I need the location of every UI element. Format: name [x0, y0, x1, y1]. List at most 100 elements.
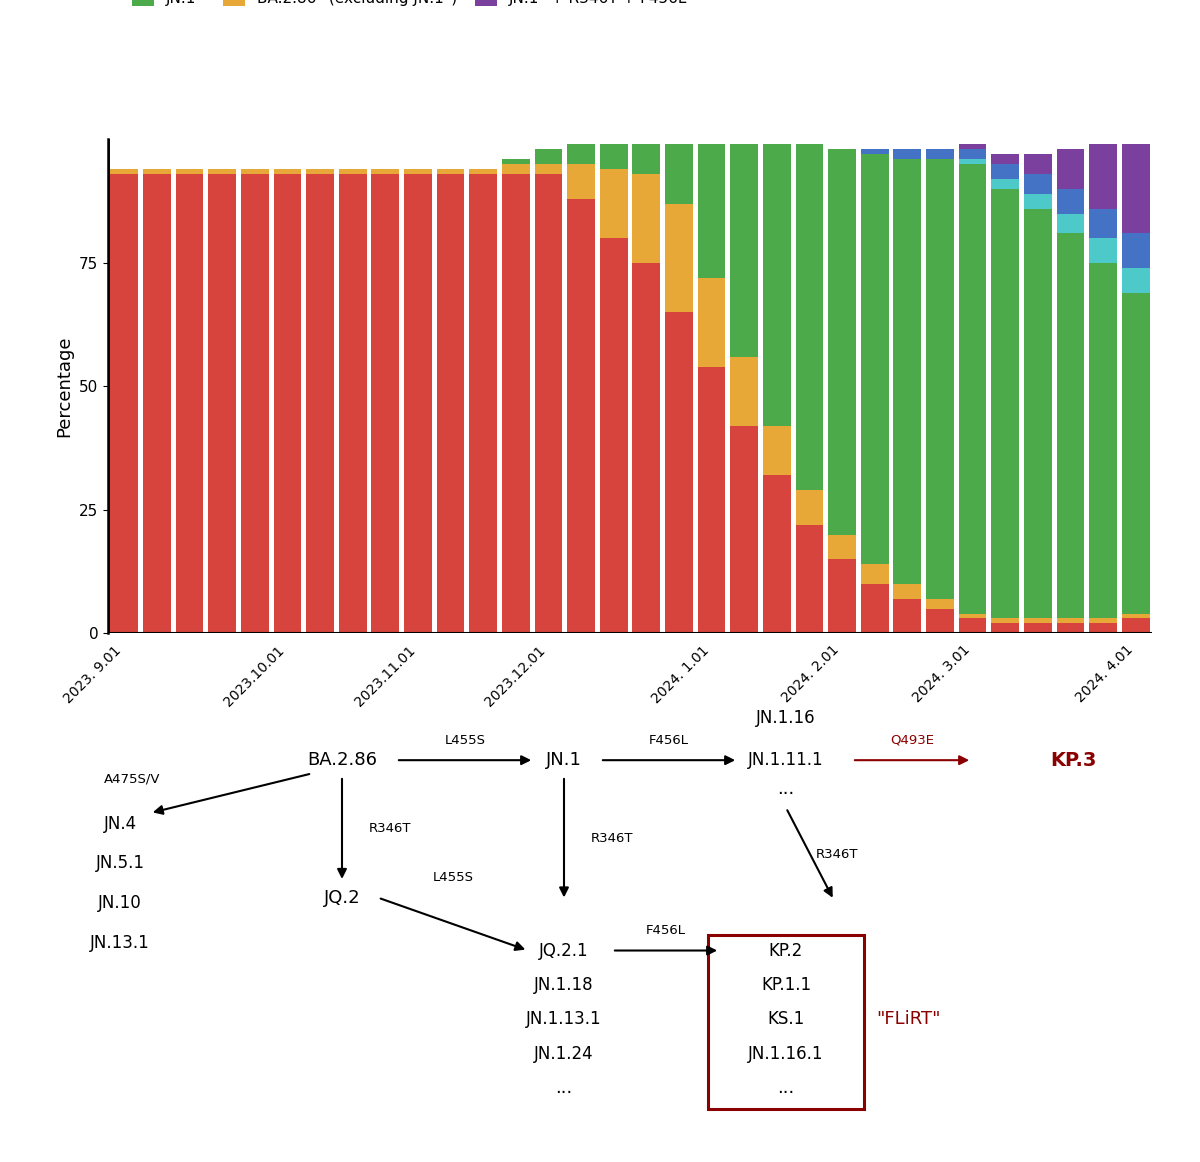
Text: JN.1.16: JN.1.16	[756, 709, 816, 727]
Bar	[1024, 174, 1051, 194]
Text: KP.3: KP.3	[1050, 751, 1097, 769]
Text: KS.1: KS.1	[767, 1010, 805, 1028]
Bar	[828, 535, 856, 559]
Text: ...: ...	[778, 780, 794, 798]
Bar	[763, 475, 791, 633]
Bar	[372, 168, 400, 174]
Bar	[1122, 234, 1150, 267]
Bar	[175, 174, 204, 633]
Bar	[763, 425, 791, 475]
Text: JN.1.18: JN.1.18	[534, 976, 594, 994]
Bar	[1056, 623, 1085, 633]
Bar	[1056, 618, 1085, 623]
Bar	[796, 524, 823, 633]
Bar	[1090, 623, 1117, 633]
Text: JN.5.1: JN.5.1	[96, 854, 144, 873]
Bar	[959, 614, 986, 618]
Bar	[209, 168, 236, 174]
Text: ...: ...	[556, 1079, 572, 1097]
Bar	[1122, 267, 1150, 293]
Text: JN.1.13.1: JN.1.13.1	[526, 1010, 602, 1028]
Bar	[1122, 293, 1150, 614]
Text: L455S: L455S	[444, 734, 486, 747]
Bar	[959, 159, 986, 164]
Bar	[991, 618, 1019, 623]
Bar	[697, 144, 726, 278]
Bar	[568, 164, 595, 199]
Bar	[665, 203, 692, 313]
Bar	[241, 174, 269, 633]
Bar	[502, 164, 529, 174]
Bar	[437, 174, 464, 633]
Bar	[143, 174, 170, 633]
Bar	[306, 174, 334, 633]
Bar	[1056, 149, 1085, 188]
Bar	[894, 159, 922, 583]
Bar	[860, 564, 888, 583]
Bar	[991, 179, 1019, 188]
Text: JN.1.16.1: JN.1.16.1	[749, 1045, 823, 1062]
Bar	[568, 144, 595, 164]
Bar	[338, 174, 366, 633]
Bar	[209, 174, 236, 633]
Bar	[1090, 263, 1117, 618]
Bar	[110, 168, 138, 174]
Bar	[731, 425, 758, 633]
Text: JN.10: JN.10	[98, 894, 142, 912]
Bar	[1090, 618, 1117, 623]
Bar	[860, 155, 888, 564]
Text: KP.1.1: KP.1.1	[761, 976, 811, 994]
Bar	[404, 174, 432, 633]
Text: R346T: R346T	[590, 832, 632, 845]
Text: JN.13.1: JN.13.1	[90, 933, 150, 952]
Bar	[860, 583, 888, 633]
Bar	[697, 366, 726, 633]
Bar	[991, 623, 1019, 633]
Bar	[1122, 144, 1150, 234]
Text: BA.2.86: BA.2.86	[307, 751, 377, 769]
Bar	[274, 168, 301, 174]
Text: F456L: F456L	[646, 924, 686, 938]
Bar	[731, 144, 758, 357]
Bar	[991, 164, 1019, 179]
Bar	[894, 598, 922, 633]
Bar	[534, 164, 563, 174]
Bar	[600, 168, 628, 238]
Bar	[372, 174, 400, 633]
Bar	[926, 159, 954, 598]
Bar	[1024, 208, 1051, 618]
Text: JN.1.11.1: JN.1.11.1	[748, 751, 824, 769]
Bar	[632, 263, 660, 633]
Bar	[143, 168, 170, 174]
Bar	[1090, 238, 1117, 263]
Bar	[469, 174, 497, 633]
Bar	[959, 164, 986, 614]
Bar	[1122, 614, 1150, 618]
Bar	[1024, 618, 1051, 623]
Bar	[763, 144, 791, 425]
Bar	[534, 149, 563, 164]
Bar	[502, 159, 529, 164]
Bar	[437, 168, 464, 174]
Bar	[894, 583, 922, 598]
Bar	[1090, 208, 1117, 238]
Bar	[600, 238, 628, 633]
Text: "FLiRT": "FLiRT"	[876, 1010, 941, 1028]
Legend: XBB*, JN.1*, JN.1* + R346T, BA.2.86* (excluding JN.1*), JN.1* + F456L, JN.1* + R: XBB*, JN.1*, JN.1* + R346T, BA.2.86* (ex…	[126, 0, 694, 12]
Text: KP.2: KP.2	[769, 941, 803, 960]
Text: JN.1: JN.1	[546, 751, 582, 769]
Bar	[1056, 214, 1085, 234]
Bar	[502, 174, 529, 633]
Bar	[959, 144, 986, 149]
Bar	[632, 174, 660, 263]
Bar	[1090, 144, 1117, 208]
Bar	[632, 144, 660, 174]
Bar	[731, 357, 758, 425]
Bar	[796, 144, 823, 490]
Bar	[1056, 188, 1085, 214]
Bar	[926, 598, 954, 609]
Bar	[991, 188, 1019, 618]
Bar	[926, 609, 954, 633]
Bar	[894, 149, 922, 159]
Bar	[1024, 155, 1051, 174]
